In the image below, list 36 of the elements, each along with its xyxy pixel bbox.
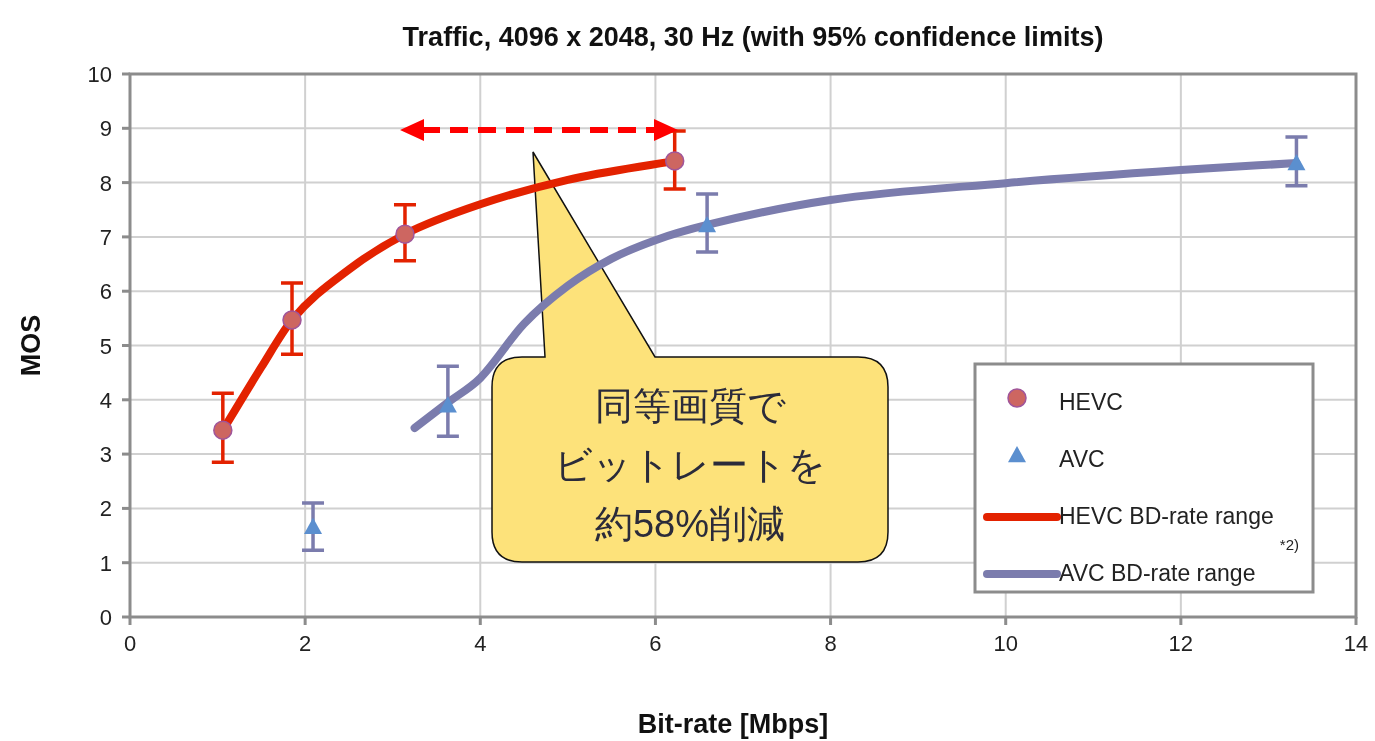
point [438,396,457,413]
y-tick-label: 6 [99,279,112,305]
x-tick-label: 8 [824,631,837,656]
x-tick-label: 10 [993,631,1018,656]
x-tick-label: 2 [299,631,312,656]
point [664,151,685,171]
x-tick-label: 0 [123,631,137,656]
x-tick-label: 4 [474,631,487,656]
legend-label: AVC BD-rate range [1059,560,1256,586]
y-tick-label: 9 [99,116,112,142]
legend-label: AVC [1059,446,1105,472]
y-tick-label: 1 [99,550,112,576]
legend-label: HEVC [1059,389,1123,415]
x-tick-label: 14 [1343,631,1369,656]
point [1287,154,1306,171]
chart-title: Traffic, 4096 x 2048, 30 Hz (with 95% confidence limits) [402,22,1104,52]
annotation: *2) [1279,536,1299,553]
point [213,420,233,440]
x-tick-label: 6 [649,631,662,656]
y-tick-label: 10 [87,62,112,87]
y-tick-label: 0 [99,605,112,630]
callout-text: 同等画質で ビットレートを 約58%削減 [554,385,826,545]
y-tick-label: 8 [99,170,112,196]
x-axis-title: Bit-rate [Mbps] [637,709,829,739]
y-tick-label: 4 [99,387,112,413]
point [304,517,323,535]
legend-label: HEVC BD-rate range [1059,503,1274,529]
y-tick-label: 7 [99,224,112,250]
y-axis-title: MOS [16,314,46,377]
point [395,224,415,244]
y-tick-label: 3 [99,442,112,468]
y-tick-label: 2 [99,496,112,522]
x-tick-label: 12 [1168,631,1194,656]
y-tick-label: 5 [99,333,112,359]
point [698,215,717,233]
point [282,310,302,330]
